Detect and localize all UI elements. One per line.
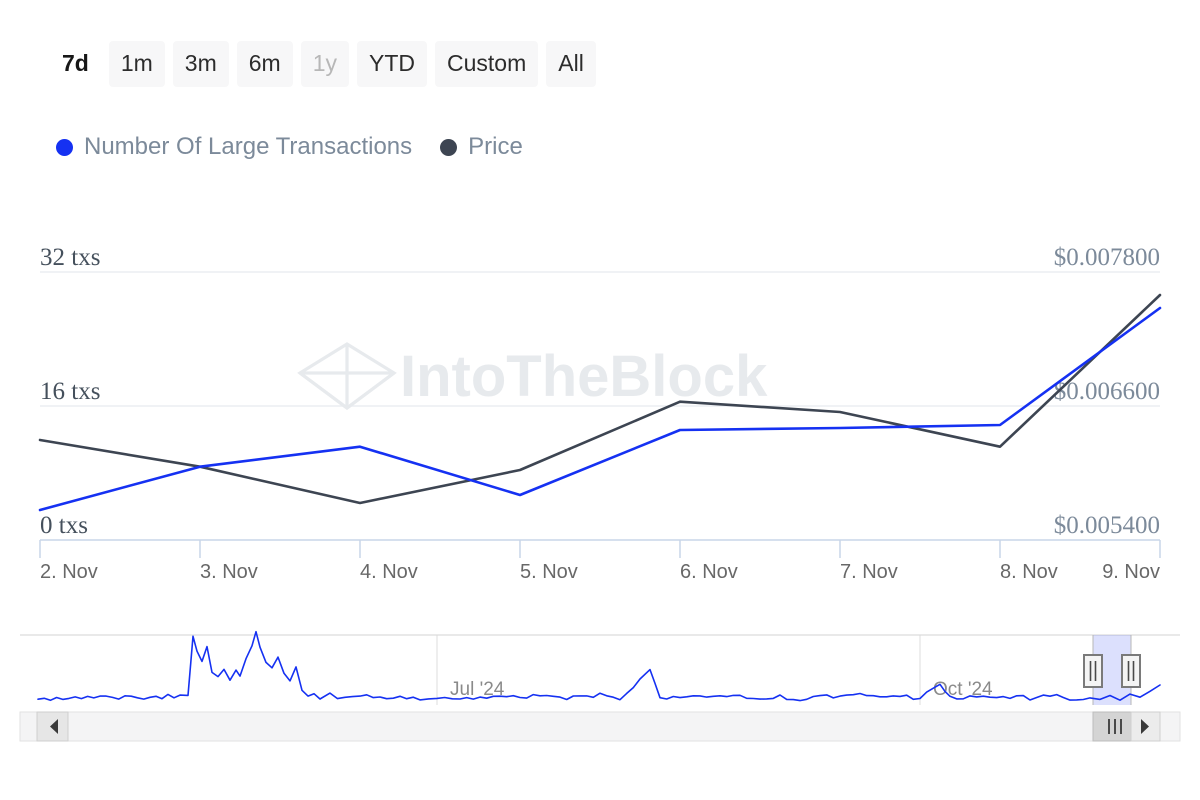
svg-text:4. Nov: 4. Nov [360,561,418,583]
svg-text:16 txs: 16 txs [40,378,100,405]
svg-text:9. Nov: 9. Nov [1102,561,1160,583]
svg-text:5. Nov: 5. Nov [520,561,578,583]
svg-text:$0.007800: $0.007800 [1054,244,1160,271]
svg-text:$0.005400: $0.005400 [1054,512,1160,539]
svg-text:32 txs: 32 txs [40,244,100,271]
svg-text:7. Nov: 7. Nov [840,561,898,583]
svg-text:3. Nov: 3. Nov [200,561,258,583]
svg-text:IntoTheBlock: IntoTheBlock [400,344,768,409]
svg-text:8. Nov: 8. Nov [1000,561,1058,583]
svg-text:2. Nov: 2. Nov [40,561,98,583]
svg-text:6. Nov: 6. Nov [680,561,738,583]
svg-text:0 txs: 0 txs [40,512,88,539]
